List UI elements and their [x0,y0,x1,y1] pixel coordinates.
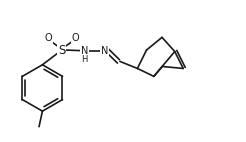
Text: S: S [58,44,65,57]
Text: O: O [44,33,52,43]
Text: N: N [81,46,88,56]
Text: N: N [101,46,108,56]
Text: H: H [81,55,87,64]
Text: O: O [71,33,79,43]
